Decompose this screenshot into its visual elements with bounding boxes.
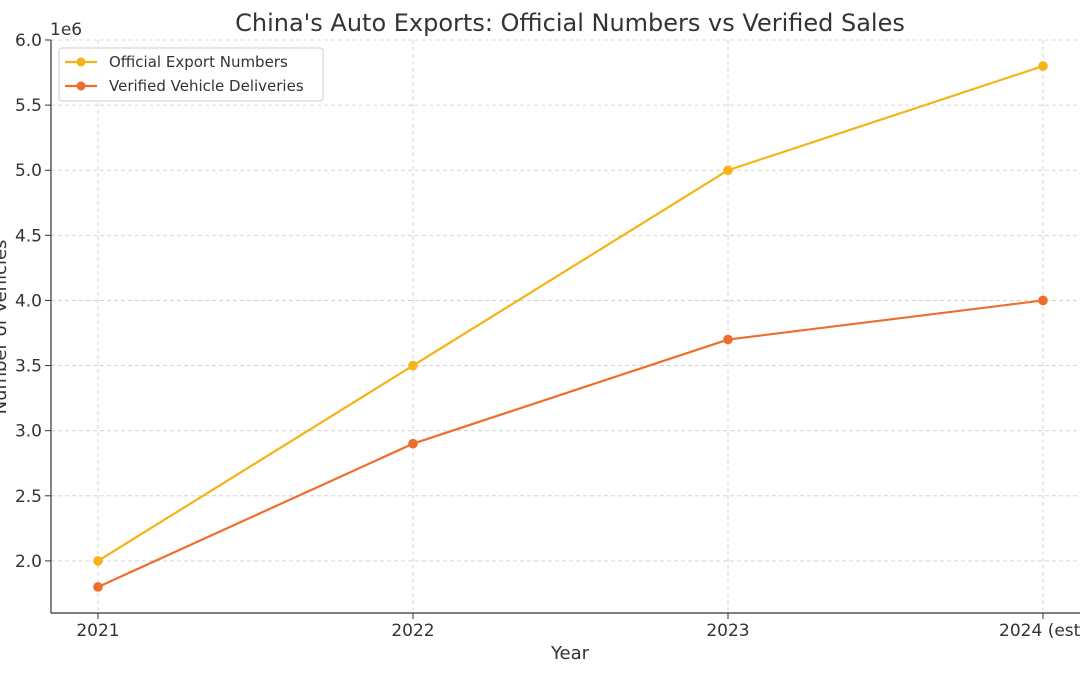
data-point xyxy=(1038,295,1048,306)
data-point xyxy=(1038,61,1048,71)
legend-marker-verified xyxy=(76,81,86,91)
x-tick-label: 2024 (est) xyxy=(999,621,1080,641)
x-ticks: 2021 2022 2023 2024 (est) xyxy=(76,613,1080,641)
y-offset-label: 1e6 xyxy=(50,20,82,40)
y-tick-label: 5.5 xyxy=(15,96,42,116)
legend-label-official: Official Export Numbers xyxy=(109,53,288,71)
y-ticks: 2.0 2.5 3.0 3.5 4.0 4.5 5.0 5.5 6.0 xyxy=(15,31,51,572)
x-tick-label: 2023 xyxy=(706,621,749,641)
y-tick-label: 6.0 xyxy=(15,31,42,51)
y-tick-label: 4.0 xyxy=(15,291,42,311)
x-tick-label: 2022 xyxy=(391,621,434,641)
y-axis-label: Number of Vehicles xyxy=(0,240,11,415)
series-line-0 xyxy=(97,65,1044,562)
y-tick-label: 4.5 xyxy=(15,226,42,246)
data-point xyxy=(93,582,103,592)
data-point xyxy=(93,556,103,566)
axes xyxy=(50,40,1080,614)
legend-item-verified: Verified Vehicle Deliveries xyxy=(65,77,304,95)
y-tick-label: 3.5 xyxy=(15,357,42,377)
data-point xyxy=(723,165,733,176)
y-tick-label: 3.0 xyxy=(15,422,42,442)
x-tick-label: 2021 xyxy=(76,621,119,641)
y-tick-label: 2.0 xyxy=(15,552,42,572)
y-tick-label: 2.5 xyxy=(15,487,42,507)
legend-item-official: Official Export Numbers xyxy=(65,53,288,71)
legend-label-verified: Verified Vehicle Deliveries xyxy=(109,77,304,95)
chart-title: China's Auto Exports: Official Numbers v… xyxy=(235,9,905,37)
legend-box xyxy=(58,47,324,102)
legend-marker-official xyxy=(76,57,86,67)
data-point xyxy=(723,334,733,345)
data-point xyxy=(408,360,418,371)
series-group xyxy=(93,61,1048,592)
grid xyxy=(51,39,1080,613)
series-line-1 xyxy=(97,299,1044,588)
y-tick-label: 5.0 xyxy=(15,161,42,181)
x-axis-label: Year xyxy=(550,643,590,664)
data-point xyxy=(408,438,418,449)
legend: Official Export Numbers Verified Vehicle… xyxy=(58,47,324,102)
